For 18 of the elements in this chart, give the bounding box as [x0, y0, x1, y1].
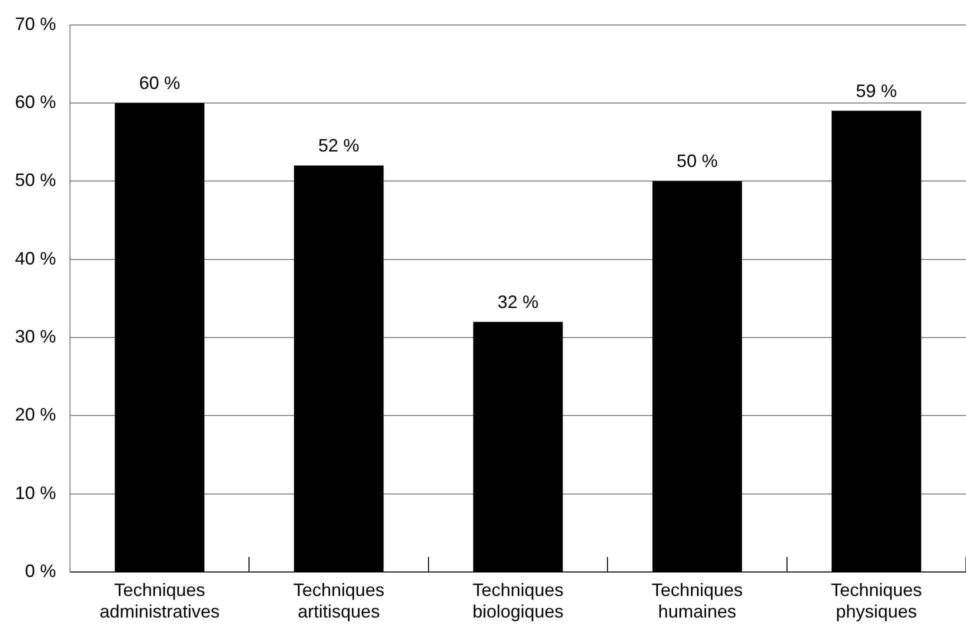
data-label: 52 %: [318, 135, 360, 156]
data-label: 32 %: [497, 292, 539, 312]
data-label: 59 %: [856, 80, 897, 101]
x-tick-label: Techniques physiques: [830, 580, 922, 622]
y-tick-label: 70 %: [14, 14, 56, 34]
y-tick-label: 50 %: [14, 170, 56, 190]
x-tick-label: Techniques humaines: [652, 580, 743, 622]
y-tick-label: 0 %: [24, 560, 56, 581]
y-tick-label: 40 %: [14, 248, 56, 268]
y-tick-label: 20 %: [14, 404, 56, 425]
y-tick-label: 30 %: [14, 326, 56, 346]
y-tick-label: 60 %: [14, 92, 56, 112]
y-tick-label: 10 %: [14, 482, 56, 503]
x-tick-label: Techniques biologiques: [472, 580, 564, 622]
x-tick-label: Techniques administratives: [100, 580, 220, 622]
x-tick-label: Techniques artitisques: [293, 580, 384, 622]
data-label: 60 %: [139, 72, 180, 93]
data-label: 50 %: [676, 151, 718, 172]
